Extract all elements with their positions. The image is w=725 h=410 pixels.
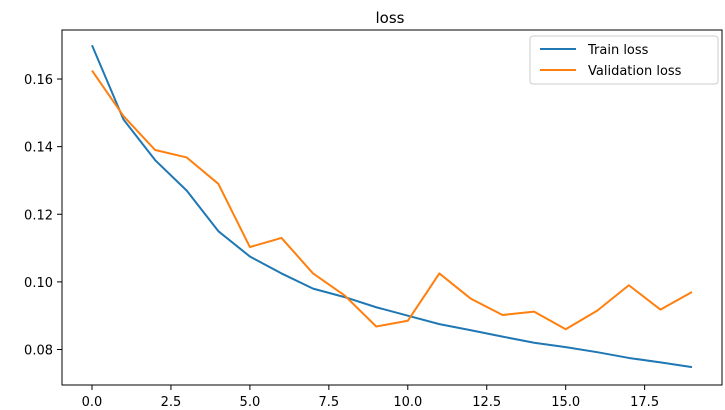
y-tick-label: 0.10 xyxy=(24,276,53,291)
series-line-validation-loss xyxy=(91,70,693,331)
plot-frame xyxy=(61,29,723,386)
legend-label-train-loss: Train loss xyxy=(587,43,649,58)
x-tick-label: 2.5 xyxy=(161,395,182,410)
series-layer xyxy=(91,44,693,369)
legend-box xyxy=(529,35,719,85)
y-tick-label: 0.08 xyxy=(24,344,53,359)
series-line-train-loss xyxy=(91,44,693,369)
x-tick-label: 15.0 xyxy=(551,395,580,410)
x-tick-label: 17.5 xyxy=(630,395,659,410)
x-tick-label: 12.5 xyxy=(472,395,501,410)
y-tick-label: 0.12 xyxy=(24,208,53,223)
y-tick-label: 0.16 xyxy=(24,73,53,88)
x-tick-label: 0.0 xyxy=(82,395,103,410)
x-axis-ticks: 0.0 2.5 5.0 7.5 10.0 12.5 15.0 17.5 xyxy=(82,385,659,410)
legend-label-validation-loss: Validation loss xyxy=(588,64,682,79)
y-tick-label: 0.14 xyxy=(24,141,53,156)
x-tick-label: 10.0 xyxy=(393,395,422,410)
y-axis-ticks: 0.08 0.10 0.12 0.14 0.16 xyxy=(24,73,62,359)
chart-title: loss xyxy=(376,9,405,27)
legend: Train loss Validation loss xyxy=(529,35,719,85)
x-tick-label: 7.5 xyxy=(318,395,339,410)
x-tick-label: 5.0 xyxy=(240,395,261,410)
